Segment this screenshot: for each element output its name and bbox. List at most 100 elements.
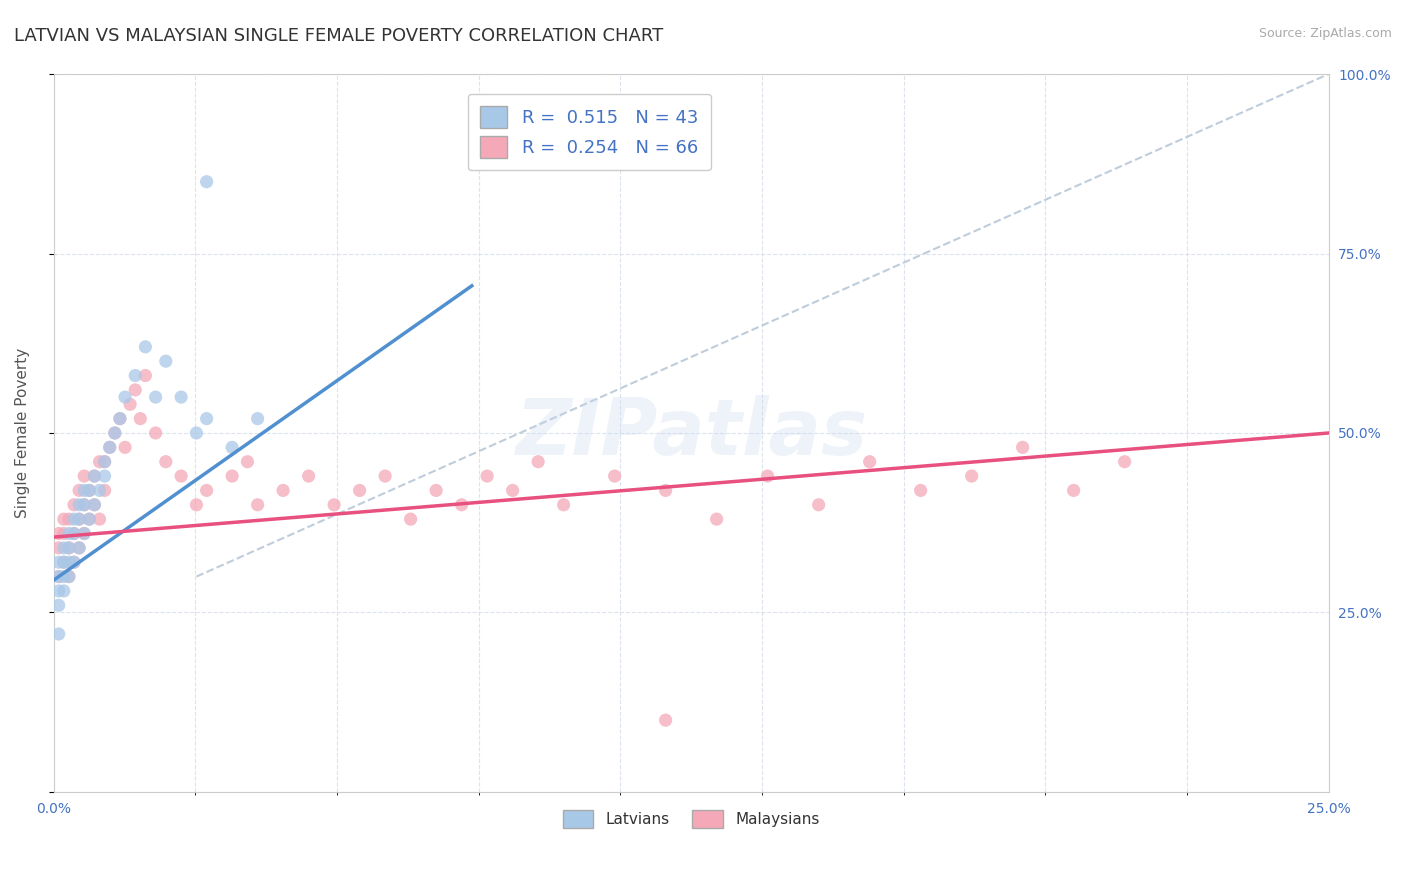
Point	[52, 526, 75, 541]
Point	[1114, 455, 1136, 469]
Point	[145, 390, 167, 404]
Point	[108, 411, 131, 425]
Text: LATVIAN VS MALAYSIAN SINGLE FEMALE POVERTY CORRELATION CHART: LATVIAN VS MALAYSIAN SINGLE FEMALE POVER…	[14, 27, 664, 45]
Point	[89, 512, 111, 526]
Point	[58, 569, 80, 583]
Point	[83, 498, 105, 512]
Point	[450, 498, 472, 512]
Point	[1063, 483, 1085, 498]
Point	[246, 411, 269, 425]
Point	[374, 469, 396, 483]
Point	[48, 569, 70, 583]
Point	[93, 469, 115, 483]
Legend: Latvians, Malaysians: Latvians, Malaysians	[557, 804, 825, 835]
Point	[349, 483, 371, 498]
Point	[63, 498, 86, 512]
Point	[1011, 441, 1033, 455]
Point	[73, 483, 96, 498]
Point	[67, 512, 90, 526]
Point	[48, 569, 70, 583]
Point	[859, 455, 882, 469]
Point	[186, 498, 208, 512]
Point	[73, 526, 96, 541]
Point	[129, 411, 152, 425]
Point	[221, 469, 243, 483]
Point	[475, 469, 498, 483]
Point	[58, 526, 80, 541]
Point	[120, 397, 142, 411]
Text: Source: ZipAtlas.com: Source: ZipAtlas.com	[1258, 27, 1392, 40]
Point	[807, 498, 830, 512]
Point	[52, 569, 75, 583]
Point	[195, 175, 218, 189]
Point	[79, 483, 101, 498]
Point	[298, 469, 321, 483]
Point	[79, 483, 101, 498]
Point	[706, 512, 728, 526]
Point	[63, 555, 86, 569]
Point	[654, 483, 676, 498]
Point	[186, 425, 208, 440]
Point	[246, 498, 269, 512]
Point	[93, 455, 115, 469]
Point	[48, 599, 70, 613]
Point	[58, 541, 80, 555]
Point	[425, 483, 447, 498]
Point	[67, 541, 90, 555]
Point	[48, 555, 70, 569]
Point	[52, 555, 75, 569]
Point	[170, 469, 193, 483]
Point	[83, 469, 105, 483]
Point	[52, 541, 75, 555]
Point	[73, 498, 96, 512]
Point	[104, 425, 127, 440]
Point	[114, 441, 136, 455]
Point	[104, 425, 127, 440]
Point	[52, 555, 75, 569]
Point	[271, 483, 294, 498]
Point	[195, 483, 218, 498]
Point	[58, 555, 80, 569]
Point	[960, 469, 983, 483]
Point	[79, 512, 101, 526]
Point	[73, 469, 96, 483]
Y-axis label: Single Female Poverty: Single Female Poverty	[15, 348, 30, 518]
Point	[124, 383, 146, 397]
Point	[73, 498, 96, 512]
Point	[48, 541, 70, 555]
Point	[93, 455, 115, 469]
Point	[89, 483, 111, 498]
Point	[83, 498, 105, 512]
Point	[170, 390, 193, 404]
Point	[93, 483, 115, 498]
Point	[323, 498, 346, 512]
Point	[756, 469, 779, 483]
Point	[654, 713, 676, 727]
Point	[155, 354, 177, 368]
Point	[63, 512, 86, 526]
Point	[98, 441, 121, 455]
Point	[58, 541, 80, 555]
Point	[67, 541, 90, 555]
Point	[134, 368, 156, 383]
Point	[553, 498, 575, 512]
Point	[108, 411, 131, 425]
Point	[52, 583, 75, 598]
Point	[48, 526, 70, 541]
Point	[79, 512, 101, 526]
Point	[48, 627, 70, 641]
Point	[48, 583, 70, 598]
Point	[83, 469, 105, 483]
Point	[67, 498, 90, 512]
Point	[52, 512, 75, 526]
Point	[155, 455, 177, 469]
Point	[67, 512, 90, 526]
Point	[63, 555, 86, 569]
Point	[124, 368, 146, 383]
Point	[73, 526, 96, 541]
Point	[67, 483, 90, 498]
Point	[195, 411, 218, 425]
Point	[236, 455, 259, 469]
Point	[910, 483, 932, 498]
Point	[145, 425, 167, 440]
